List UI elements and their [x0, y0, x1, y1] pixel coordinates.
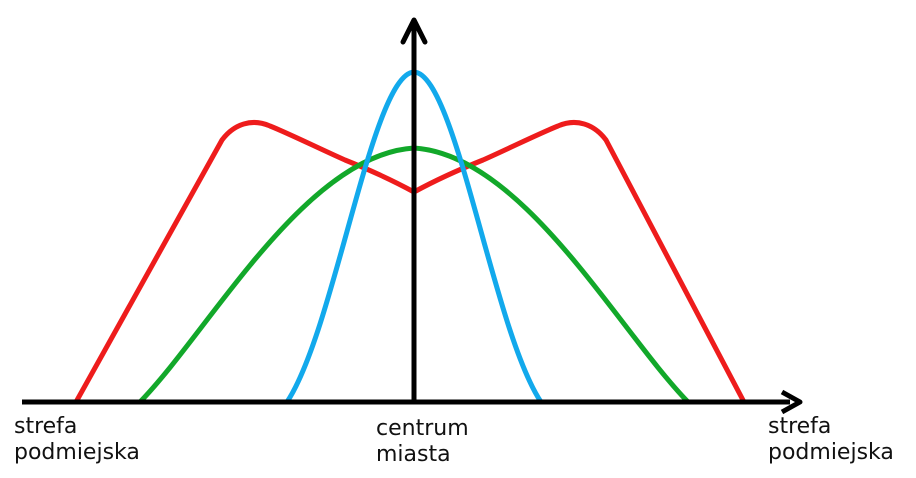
label-suburban-zone-right: strefa podmiejska [768, 414, 894, 466]
label-right-line-1: strefa [768, 414, 832, 439]
label-right-line-2: podmiejska [768, 440, 894, 465]
label-city-center: centrum miasta [376, 416, 469, 468]
y-axis-arrowhead [400, 17, 428, 45]
label-center-line-2: miasta [376, 442, 451, 467]
label-left-line-1: strefa [14, 414, 78, 439]
label-left-line-2: podmiejska [14, 440, 140, 465]
label-center-line-1: centrum [376, 416, 469, 441]
label-suburban-zone-left: strefa podmiejska [14, 414, 140, 466]
x-axis-arrowhead [780, 389, 803, 415]
